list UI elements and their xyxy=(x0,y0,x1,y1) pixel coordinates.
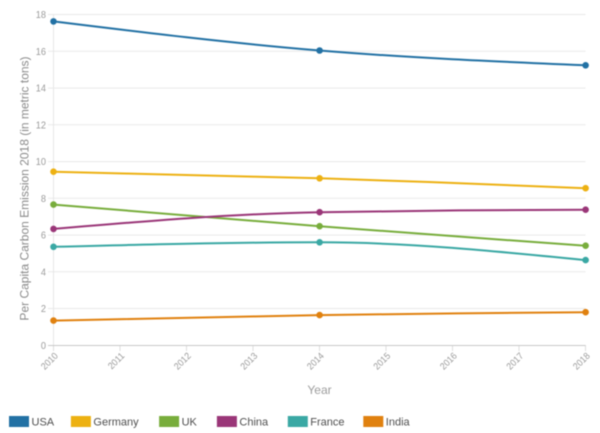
svg-text:UK: UK xyxy=(182,417,198,429)
svg-text:France: France xyxy=(310,417,344,429)
svg-text:India: India xyxy=(386,417,411,429)
svg-text:Per Capita Carbon Emission 201: Per Capita Carbon Emission 2018 (in metr… xyxy=(18,56,32,320)
svg-text:USA: USA xyxy=(32,417,55,429)
svg-text:16: 16 xyxy=(36,46,46,57)
svg-text:6: 6 xyxy=(41,230,46,241)
svg-text:8: 8 xyxy=(41,193,46,204)
svg-text:14: 14 xyxy=(36,83,47,94)
svg-text:China: China xyxy=(239,417,269,429)
svg-text:0: 0 xyxy=(41,340,46,351)
svg-text:4: 4 xyxy=(41,267,47,278)
svg-text:Year: Year xyxy=(307,383,331,397)
svg-text:12: 12 xyxy=(36,120,46,131)
svg-text:2: 2 xyxy=(41,304,46,315)
svg-text:18: 18 xyxy=(36,10,46,21)
svg-text:10: 10 xyxy=(36,157,46,168)
svg-text:Germany: Germany xyxy=(93,417,139,429)
